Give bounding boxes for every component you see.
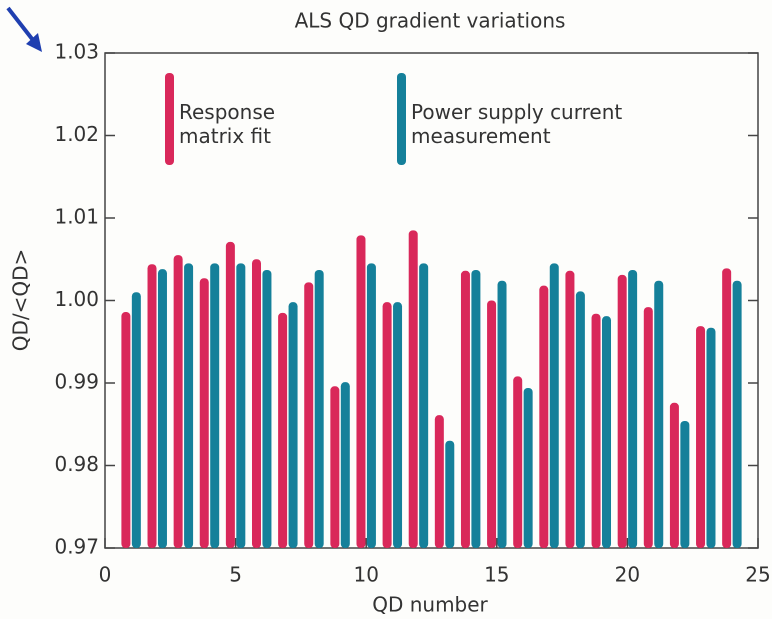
legend-label: Response matrix fit (179, 100, 276, 148)
bar (340, 382, 350, 548)
bar (419, 263, 429, 548)
arrow (6, 6, 38, 46)
bar (497, 280, 507, 548)
x-tick-label: 10 (353, 563, 378, 587)
legend-entry: Response matrix fit (179, 100, 276, 148)
legend-entry: Power supply current measurement (411, 100, 623, 148)
bar (732, 280, 742, 548)
y-tick-label: 0.99 (54, 370, 99, 394)
bar (591, 313, 601, 548)
x-tick-label: 15 (484, 563, 509, 587)
bar (669, 402, 679, 548)
bar (366, 263, 376, 548)
bar (147, 264, 157, 548)
bar (539, 285, 549, 548)
bar (210, 263, 220, 548)
bar (199, 278, 209, 548)
bar (565, 270, 575, 548)
bar (314, 269, 324, 548)
x-tick-label: 20 (615, 563, 640, 587)
y-tick-label: 1.00 (54, 287, 99, 311)
x-axis-label: QD number (372, 593, 488, 617)
bar (225, 241, 235, 549)
bar (487, 300, 497, 548)
bar (523, 387, 533, 548)
bar (304, 282, 314, 548)
bar (445, 440, 455, 548)
y-tick-label: 1.01 (54, 205, 99, 229)
y-tick-label: 0.97 (54, 535, 99, 559)
bar (173, 255, 183, 548)
bar (131, 292, 141, 548)
bar (330, 386, 340, 548)
bar (471, 269, 481, 548)
legend-label: Power supply current measurement (411, 100, 623, 148)
x-tick-label: 5 (229, 563, 242, 587)
bar (617, 274, 627, 548)
bar (251, 259, 261, 548)
bar (460, 270, 470, 548)
bar (356, 235, 366, 548)
bar (722, 268, 732, 548)
bar (393, 302, 403, 548)
bar (434, 415, 444, 548)
y-tick-label: 1.02 (54, 122, 99, 146)
y-tick-label: 1.03 (54, 40, 99, 64)
y-tick-label: 0.98 (54, 452, 99, 476)
arrow-head (26, 33, 42, 52)
bar (654, 280, 664, 548)
bar (602, 316, 612, 548)
bar (706, 327, 716, 548)
legend-swatch (165, 73, 174, 165)
bar (262, 269, 272, 548)
bar (408, 230, 418, 548)
bar (382, 302, 392, 548)
bar (513, 376, 523, 548)
bar (121, 312, 131, 548)
bar (680, 420, 690, 548)
bar (575, 291, 585, 548)
x-tick-label: 25 (745, 563, 770, 587)
bar (157, 269, 167, 548)
legend-swatch (397, 73, 406, 165)
bar (236, 263, 246, 548)
chart-title: ALS QD gradient variations (295, 9, 566, 33)
bar (549, 263, 559, 548)
bar (184, 263, 194, 548)
y-axis-label: QD/<QD> (9, 249, 33, 352)
bar (643, 307, 653, 548)
bar (628, 269, 638, 548)
x-tick-label: 0 (99, 563, 112, 587)
bar (696, 326, 706, 548)
bar (278, 312, 288, 548)
bar (288, 302, 298, 548)
